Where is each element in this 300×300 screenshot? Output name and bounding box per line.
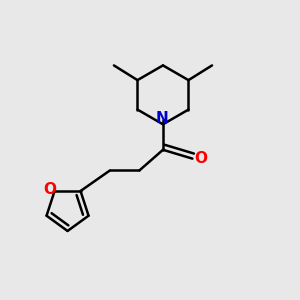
Text: N: N xyxy=(155,111,168,126)
Text: O: O xyxy=(194,151,207,166)
Text: O: O xyxy=(44,182,57,197)
